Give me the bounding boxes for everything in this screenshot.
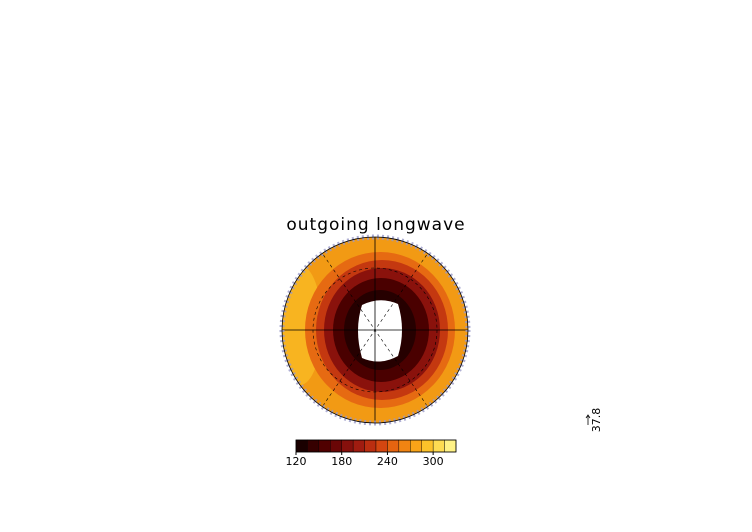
colorbar-cell — [387, 439, 400, 453]
colorbar-cell — [398, 439, 411, 453]
colorbar-frame — [295, 439, 457, 453]
colorbar-cell — [410, 439, 422, 453]
colorbar-cell — [307, 439, 320, 453]
colorbar-tick-label: 120 — [286, 455, 307, 468]
parallel — [312, 267, 438, 393]
colorbar-tick-label: 300 — [423, 455, 444, 468]
colorbar-cell — [375, 439, 388, 453]
colorbar-cell — [432, 439, 445, 453]
colorbar-cell — [364, 439, 377, 453]
colorbar: 120 180 240 300 — [286, 439, 457, 468]
colorbar-cell — [352, 439, 365, 453]
colorbar-cell — [444, 439, 457, 453]
colorbar-cell — [295, 439, 308, 453]
colorbar-cell — [330, 439, 342, 453]
colorbar-cell — [318, 439, 331, 453]
reference-vector-label: 37.8 — [590, 408, 603, 433]
colorbar-cell — [341, 439, 354, 453]
reference-arrow-head — [585, 414, 591, 419]
colorbar-tick-label: 240 — [377, 455, 398, 468]
colorbar-tick-label: 180 — [331, 455, 352, 468]
map-title: outgoing longwave — [286, 215, 465, 235]
meridian — [319, 249, 431, 411]
missing-data — [358, 300, 402, 362]
map-border — [281, 236, 469, 424]
colorbar-cell — [421, 439, 434, 453]
field — [282, 237, 468, 423]
